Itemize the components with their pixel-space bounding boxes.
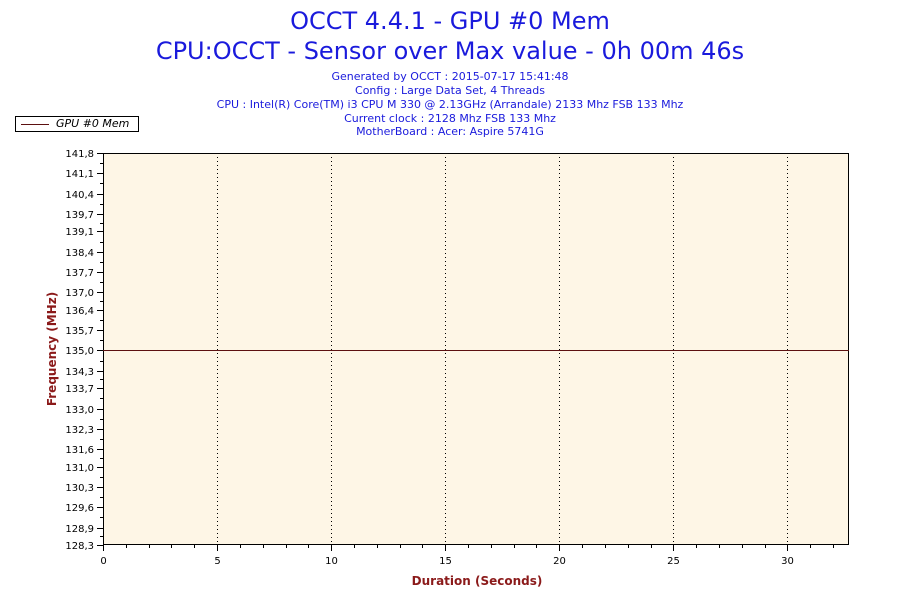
y-tick-label: 139,1 [65,227,94,238]
y-tick-label: 140,4 [65,190,94,201]
y-tick-label: 134,3 [65,367,94,378]
info-current-clock: Current clock : 2128 Mhz FSB 133 Mhz [344,112,556,125]
y-tick-label: 141,1 [65,169,94,180]
y-axis-label: Frequency (MHz) [45,292,59,406]
x-tick-label: 15 [439,556,452,567]
info-motherboard: MotherBoard : Acer: Aspire 5741G [356,125,544,138]
y-tick-label: 130,3 [65,483,94,494]
info-generated: Generated by OCCT : 2015-07-17 15:41:48 [331,70,569,83]
plot-area [103,153,849,545]
chart-title: OCCT 4.4.1 - GPU #0 Mem [290,7,610,35]
y-tick-label: 129,6 [65,503,94,514]
plot-border [103,153,849,545]
x-tick-label: 10 [325,556,338,567]
info-config: Config : Large Data Set, 4 Threads [355,84,545,97]
x-tick-label: 20 [553,556,566,567]
legend-series-swatch [21,124,49,125]
y-tick-label: 131,0 [65,463,94,474]
x-tick-label: 5 [214,556,220,567]
y-tick-label: 128,9 [65,524,94,535]
chart-legend: GPU #0 Mem [15,116,139,132]
y-tick-label: 128,3 [65,541,94,552]
y-tick-label: 133,0 [65,405,94,416]
x-tick-label: 25 [667,556,680,567]
legend-series-label: GPU #0 Mem [56,117,130,130]
y-tick-label: 135,7 [65,326,94,337]
y-tick-label: 137,0 [65,288,94,299]
y-tick-label: 136,4 [65,306,94,317]
chart-subtitle: CPU:OCCT - Sensor over Max value - 0h 00… [155,37,745,65]
info-cpu: CPU : Intel(R) Core(TM) i3 CPU M 330 @ 2… [216,98,684,111]
x-tick-label: 30 [781,556,794,567]
y-tick-label: 132,3 [65,425,94,436]
x-axis-label: Duration (Seconds) [412,574,543,588]
x-tick-label: 0 [100,556,106,567]
y-tick-label: 133,7 [65,384,94,395]
y-tick-label: 137,7 [65,268,94,279]
y-tick-label: 135,0 [65,346,94,357]
y-tick-label: 138,4 [65,248,94,259]
y-tick-label: 139,7 [65,210,94,221]
y-tick-label: 141,8 [65,149,94,160]
y-tick-label: 131,6 [65,445,94,456]
